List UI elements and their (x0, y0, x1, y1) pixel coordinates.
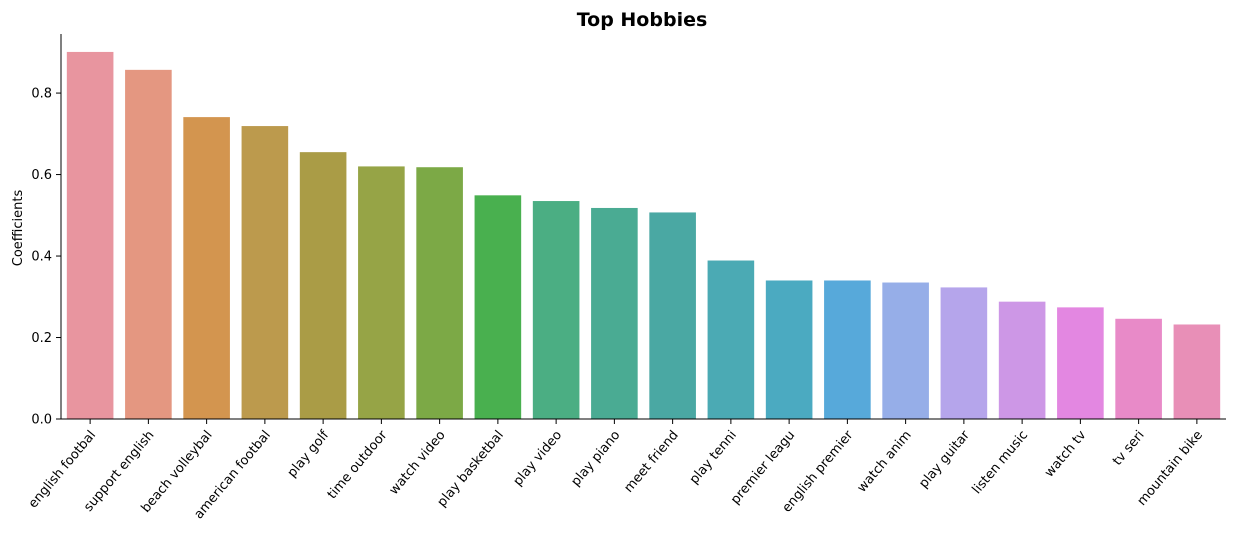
bar-play-guitar (940, 287, 988, 419)
bar-meet-friend (649, 212, 696, 419)
bar-play-basketbal (474, 195, 522, 419)
bar-american-footbal (241, 126, 289, 419)
y-tick-label: 0.2 (31, 331, 52, 346)
bars-group (66, 51, 1221, 420)
x-tick-label: meet friend (621, 428, 681, 496)
x-tick-label: play golf (285, 428, 333, 481)
chart-title: Top Hobbies (577, 9, 708, 31)
bar-beach-volleybal (183, 117, 230, 420)
bar-premier-leagu (765, 280, 813, 419)
x-tick-label: listen music (970, 428, 1032, 497)
y-axis-label: Coefficients (11, 190, 26, 267)
x-tick-label: watch anim (855, 428, 915, 496)
x-tick-label: time outdoor (325, 427, 391, 502)
bar-mountain-bike (1173, 324, 1221, 419)
bar-play-tenni (707, 260, 755, 419)
bar-support-english (125, 69, 172, 419)
x-tick-label: watch video (387, 428, 449, 498)
bar-play-video (532, 201, 580, 419)
y-tick-label: 0.6 (31, 168, 52, 183)
x-tick-label: play tenni (687, 428, 740, 487)
x-tick-label: watch tv (1042, 428, 1090, 481)
bar-english-footbal (66, 51, 114, 420)
y-tick-label: 0.4 (31, 250, 52, 265)
bar-watch-anim (882, 282, 929, 419)
bar-watch-video (416, 167, 463, 419)
bar-english-premier (824, 280, 871, 419)
bar-time-outdoor (358, 166, 405, 419)
y-axis: 0.0 0.2 0.4 0.6 0.8 (31, 34, 62, 428)
x-tick-label: play video (511, 428, 566, 489)
x-tick-label: tv seri (1110, 428, 1148, 469)
bar-watch-tv (1057, 307, 1104, 419)
bar-tv-seri (1115, 318, 1162, 419)
x-tick-label: play piano (568, 428, 623, 490)
x-tick-label: play guitar (916, 427, 973, 491)
y-tick-label: 0.0 (31, 413, 52, 428)
bar-listen-music (998, 301, 1046, 419)
bar-play-piano (591, 207, 638, 419)
y-tick-label: 0.8 (31, 87, 52, 102)
bar-play-golf (299, 152, 347, 419)
